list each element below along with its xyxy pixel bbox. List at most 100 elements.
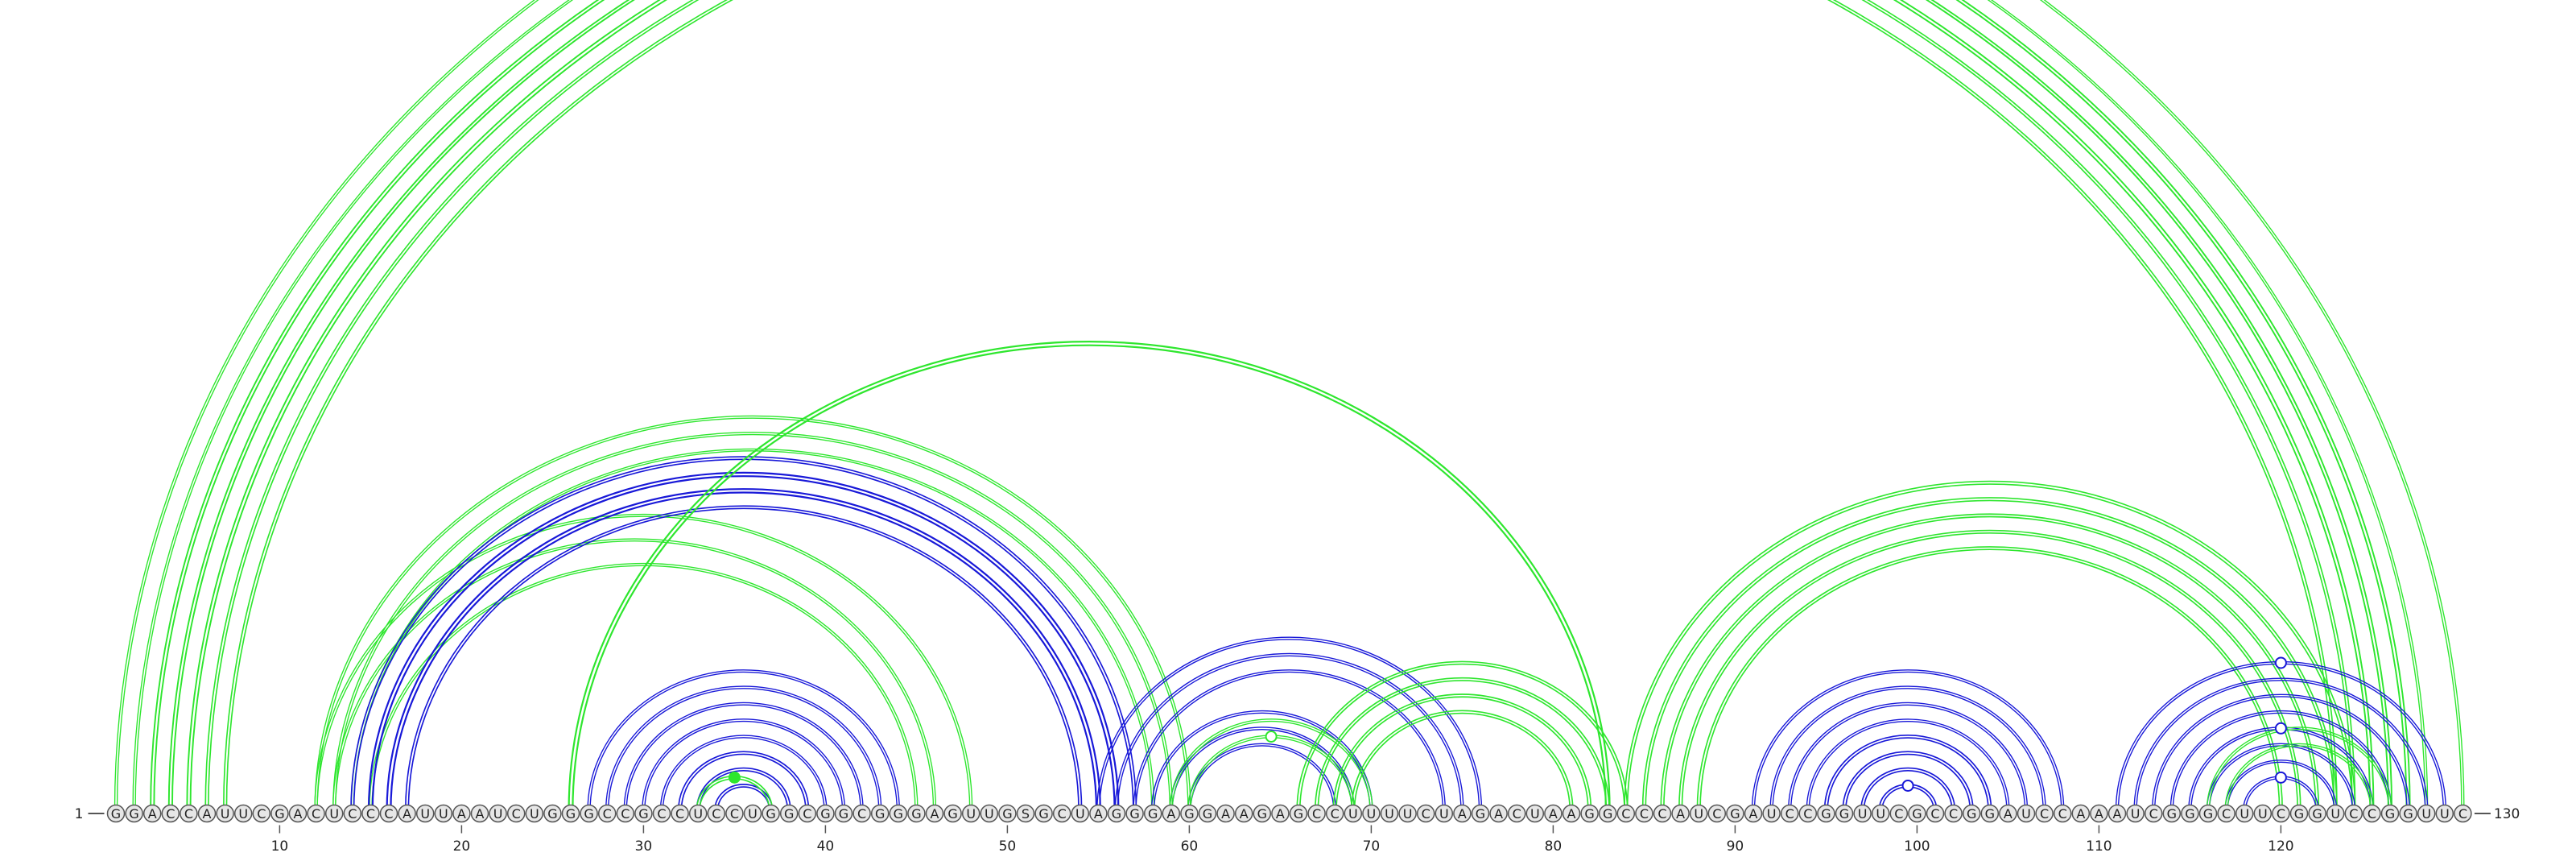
green-arc-marker — [1265, 730, 1278, 743]
nucleotide: C — [1653, 804, 1672, 823]
nucleotide: C — [2217, 804, 2235, 823]
nucleotide: G — [1125, 804, 1144, 823]
nucleotide-letter: U — [493, 806, 503, 822]
nucleotide-letter: G — [1112, 806, 1121, 822]
nucleotide: A — [452, 804, 471, 823]
nucleotide-letter: U — [966, 806, 976, 822]
nucleotide: C — [1889, 804, 1909, 823]
nucleotide: G — [2380, 804, 2400, 823]
nucleotide-letter: A — [203, 806, 212, 822]
nucleotide: G — [1253, 804, 1272, 823]
axis-tick-label: 10 — [271, 838, 289, 855]
nucleotide: C — [1780, 804, 1799, 823]
nucleotide-letter: G — [947, 806, 957, 822]
nucleotide-letter: C — [2149, 806, 2158, 822]
green-arc — [332, 432, 1173, 811]
blue-arc — [677, 751, 810, 811]
nucleotide-letter: A — [2095, 806, 2103, 822]
nucleotide: A — [2107, 804, 2127, 823]
nucleotide: C — [2035, 804, 2054, 823]
nucleotide-letter: G — [111, 806, 121, 822]
nucleotide-letter: A — [1166, 806, 1175, 822]
nucleotide-letter: C — [2222, 806, 2231, 822]
nucleotide: G — [1107, 804, 1126, 823]
nucleotide-letter: A — [1276, 806, 1285, 822]
nucleotide-letter: U — [1439, 806, 1449, 822]
nucleotide: U — [1380, 804, 1399, 823]
nucleotide: U — [489, 804, 507, 823]
nucleotide: U — [1362, 804, 1381, 823]
nucleotide-letter: C — [603, 806, 612, 822]
nucleotide-letter: G — [1730, 806, 1740, 822]
nucleotide: C — [1635, 804, 1653, 823]
axis-tick-label: 60 — [1181, 838, 1199, 855]
nucleotide: U — [743, 804, 762, 823]
nucleotide: A — [142, 804, 162, 823]
nucleotide: U — [2326, 804, 2345, 823]
nucleotide: U — [1853, 804, 1872, 823]
nucleotide: U — [415, 804, 435, 823]
green-arc — [1296, 660, 1629, 811]
nucleotide-letter: C — [803, 806, 811, 822]
nucleotide: G — [561, 804, 580, 823]
axis-tick-label: 50 — [999, 838, 1017, 855]
nucleotide-letter: G — [1002, 806, 1012, 822]
green-arc — [332, 538, 937, 811]
axis-tick-label: 70 — [1363, 838, 1381, 855]
green-arc — [2224, 743, 2374, 811]
nucleotide: A — [1744, 804, 1763, 823]
nucleotide: G — [2198, 804, 2218, 823]
green-arc — [314, 415, 1191, 811]
nucleotide-letter: G — [1967, 806, 1976, 822]
nucleotide-letter: G — [894, 806, 903, 822]
nucleotide: U — [2017, 804, 2036, 823]
nucleotide-letter: C — [621, 806, 630, 822]
nucleotide-letter: U — [2330, 806, 2340, 822]
nucleotide-letter: C — [675, 806, 684, 822]
nucleotide: G — [1180, 804, 1199, 823]
nucleotide: C — [1507, 804, 1526, 823]
nucleotide-letter: A — [294, 806, 303, 822]
nucleotide-letter: C — [257, 806, 266, 822]
nucleotide: U — [2435, 804, 2454, 823]
nucleotide-letter: C — [1640, 806, 1649, 822]
nucleotide-letter: U — [329, 806, 339, 822]
nucleotide-letter: G — [1821, 806, 1831, 822]
nucleotide: C — [1944, 804, 1963, 823]
nucleotide-letter: U — [1767, 806, 1777, 822]
blue-arc — [587, 669, 900, 811]
nucleotide-letter: U — [2021, 806, 2031, 822]
blue-arc — [605, 685, 882, 811]
green-arc — [222, 0, 2338, 811]
nucleotide-letter: A — [1749, 806, 1758, 822]
nucleotide-letter: C — [384, 806, 393, 822]
green-arc — [1696, 546, 2284, 811]
green-arc — [568, 341, 1611, 811]
nucleotide-letter: U — [1075, 806, 1085, 822]
nucleotide: U — [2253, 804, 2273, 823]
nucleotide: G — [2162, 804, 2182, 823]
nucleotide-letter: A — [1676, 806, 1685, 822]
nucleotide-letter: U — [1694, 806, 1703, 822]
nucleotide-letter: A — [476, 806, 485, 822]
nucleotide-letter: G — [1129, 806, 1139, 822]
blue-arc-marker — [2274, 656, 2287, 669]
nucleotide-letter: A — [1240, 806, 1249, 822]
nucleotide-letter: G — [875, 806, 885, 822]
nucleotide: G — [943, 804, 962, 823]
blue-arc — [1823, 735, 1992, 811]
nucleotide: C — [1926, 804, 1945, 823]
nucleotide-letter: A — [1221, 806, 1230, 822]
nucleotide: G — [870, 804, 890, 823]
nucleotide-letter: C — [1712, 806, 1721, 822]
nucleotide-letter: C — [512, 806, 521, 822]
nucleotide-letter: U — [221, 806, 230, 822]
nucleotide-letter: U — [693, 806, 703, 822]
nucleotide: C — [707, 804, 726, 823]
nucleotide-letter: C — [857, 806, 866, 822]
nucleotide-letter: A — [402, 806, 411, 822]
nucleotide-letter: C — [166, 806, 175, 822]
nucleotide-letter: G — [2167, 806, 2177, 822]
nucleotide: G — [998, 804, 1017, 823]
